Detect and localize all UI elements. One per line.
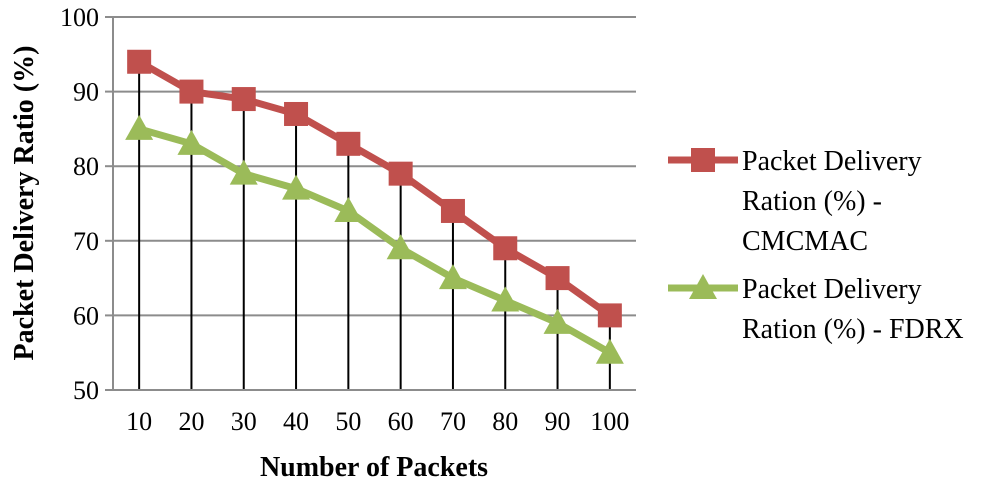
legend-entry-2: Packet Delivery Ration (%) - FDRX — [668, 274, 964, 345]
data-point — [388, 161, 413, 186]
data-point — [127, 49, 152, 74]
series-line-1 — [137, 58, 612, 319]
data-point — [179, 79, 204, 104]
data-point — [493, 236, 518, 261]
data-point — [597, 303, 622, 328]
series-layer — [125, 49, 624, 364]
legend-label: Ration (%) - — [742, 186, 882, 217]
x-tick-label: 80 — [492, 407, 518, 436]
series-line-2 — [138, 125, 612, 356]
data-point — [282, 174, 311, 200]
x-tick-label: 40 — [283, 407, 309, 436]
y-tick-label: 80 — [73, 152, 99, 181]
y-tick-label: 60 — [73, 301, 99, 330]
x-tick-label: 100 — [590, 407, 629, 436]
legend-label: Packet Delivery — [742, 146, 922, 177]
y-axis-title: Packet Delivery Ratio (%) — [9, 46, 40, 361]
data-point — [440, 198, 465, 223]
x-tick-label: 70 — [440, 407, 466, 436]
data-point — [491, 286, 520, 312]
data-point — [545, 266, 570, 291]
data-point — [284, 101, 309, 126]
tick-labels: 50 60 70 80 90 100 10 20 30 40 50 60 70 80 90 100 — [60, 3, 629, 436]
data-point — [438, 264, 467, 290]
x-tick-label: 90 — [545, 407, 571, 436]
data-point — [125, 114, 154, 140]
x-tick-label: 30 — [231, 407, 257, 436]
x-tick-label: 10 — [126, 407, 152, 436]
data-point — [229, 159, 258, 185]
series-2 — [125, 114, 624, 364]
data-point — [595, 338, 624, 364]
data-point — [336, 131, 361, 156]
x-tick-label: 20 — [178, 407, 204, 436]
legend-marker — [691, 148, 715, 172]
x-tick-label: 60 — [388, 407, 414, 436]
data-point — [231, 87, 256, 112]
legend-marker — [689, 274, 717, 299]
x-axis-title: Number of Packets — [260, 452, 488, 483]
x-tick-label: 50 — [335, 407, 361, 436]
y-tick-label: 90 — [73, 78, 99, 107]
data-point — [543, 308, 572, 334]
data-point — [177, 129, 206, 155]
y-tick-label: 50 — [73, 376, 99, 405]
legend-label: Packet Delivery — [742, 274, 922, 305]
data-point — [334, 196, 363, 222]
axes — [105, 16, 636, 391]
y-tick-label: 100 — [60, 3, 99, 32]
legend-entry-1: Packet Delivery Ration (%) - CMCMAC — [668, 146, 922, 257]
legend-label: CMCMAC — [742, 226, 868, 257]
data-point — [386, 234, 415, 260]
legend-label: Ration (%) - FDRX — [742, 314, 964, 345]
series-1 — [127, 49, 622, 328]
y-tick-label: 70 — [73, 227, 99, 256]
